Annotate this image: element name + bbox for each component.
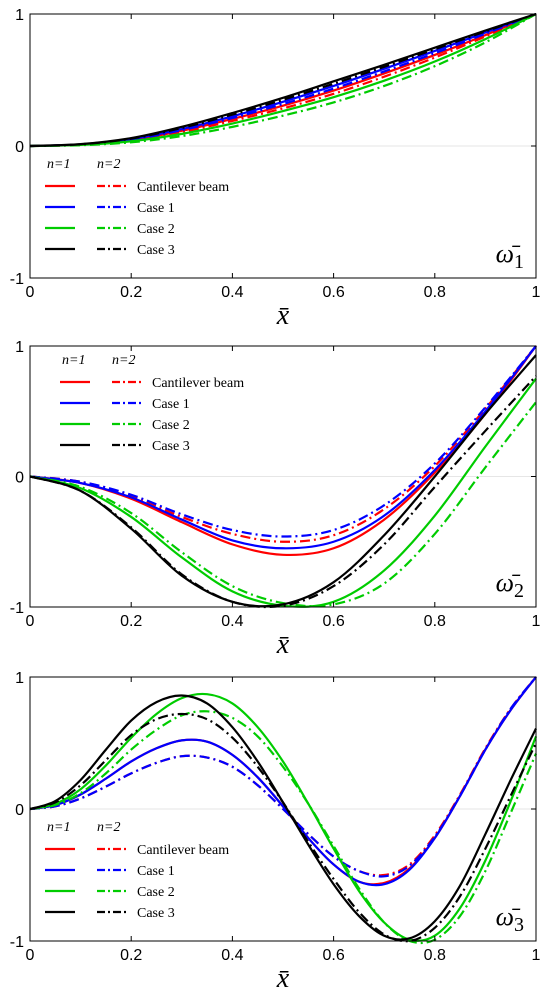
series-line-case-1-n2 [29,676,537,878]
legend-label: Cantilever beam [137,843,229,858]
legend-label: Case 2 [152,418,190,433]
x-tick-label: 0.2 [120,947,142,964]
x-axis-label: x̄ [276,963,290,994]
series-line-cantilever-beam-n1 [29,345,537,557]
legend-header-n2: n=2 [97,820,120,835]
panel-label-sub: 3 [514,914,524,936]
x-tick-label: 0.4 [221,613,243,630]
series-line-cantilever-beam-n2 [29,676,537,877]
y-tick-label: 0 [15,139,24,156]
series-line-cantilever-beam-n2 [29,345,537,543]
legend-label: Case 2 [137,885,175,900]
series-line-case-1-n1 [29,345,537,550]
legend-label: Case 1 [152,397,190,412]
series-group [29,12,537,148]
series-line-case-2-n1 [29,377,537,608]
series-line-cantilever-beam-n2 [29,12,537,148]
series-line-case-2-n2 [29,710,538,945]
legend-label: Case 1 [137,864,175,879]
y-tick-label: 1 [15,7,24,24]
series-line-case-2-n1 [29,692,538,942]
x-tick-label: 1 [532,947,541,964]
legend: n=1 n=2 Cantilever beam Case 1 Case 2 Case 3 [45,157,229,258]
x-tick-label: 0.8 [424,613,446,630]
panel-label: ω̄3 [496,902,524,936]
series-line-case-3-n2 [29,12,537,148]
series-line-cantilever-beam-n1 [29,676,537,886]
y-tick-label: 0 [15,470,24,487]
series-group [29,676,538,945]
x-tick-label: 0.4 [221,284,243,301]
y-tick-label: -1 [10,934,24,951]
series-line-case-1-n1 [29,676,537,887]
y-tick-label: -1 [10,600,24,617]
x-tick-label: 1 [532,284,541,301]
series-line-case-1-n2 [29,12,537,148]
x-tick-label: 0.8 [424,947,446,964]
x-axis-label: x̄ [276,629,290,660]
x-tick-label: 0.2 [120,284,142,301]
y-tick-label: -1 [10,271,24,288]
series-line-cantilever-beam-n1 [29,12,537,148]
legend-label: Cantilever beam [137,180,229,195]
legend-label: Case 3 [152,439,190,454]
panel-label-sub: 2 [514,580,524,602]
x-tick-label: 0.2 [120,613,142,630]
y-tick-label: 0 [15,802,24,819]
legend-header-n2: n=2 [97,157,120,172]
series-group [29,345,537,609]
y-tick-label: 1 [15,339,24,356]
series-line-case-3-n1 [29,12,537,148]
series-line-case-3-n2 [29,712,537,943]
series-line-case-1-n1 [29,12,537,148]
legend-label: Case 3 [137,243,175,258]
x-tick-label: 0.6 [322,284,344,301]
legend-header-n1: n=1 [47,157,70,172]
series-line-case-2-n2 [29,401,537,608]
legend-header-n1: n=1 [62,353,85,368]
x-axis-label: x̄ [276,300,290,331]
legend-label: Case 2 [137,222,175,237]
series-line-case-1-n2 [29,345,537,538]
panel-label-sub: 1 [514,251,524,273]
legend-label: Case 1 [137,201,175,216]
series-line-case-2-n1 [29,13,537,148]
series-line-case-2-n2 [29,13,537,148]
panel-label: ω̄2 [496,568,524,602]
x-tick-label: 0.8 [424,284,446,301]
x-tick-label: 0 [26,947,35,964]
series-line-case-3-n1 [29,694,537,941]
x-tick-label: 0 [26,613,35,630]
legend-header-n2: n=2 [112,353,135,368]
legend-label: Cantilever beam [152,376,244,391]
legend-header-n1: n=1 [47,820,70,835]
x-tick-label: 1 [532,613,541,630]
panel-label: ω̄1 [496,239,524,273]
x-tick-label: 0.6 [322,613,344,630]
x-tick-label: 0.4 [221,947,243,964]
y-tick-label: 1 [15,670,24,687]
x-tick-label: 0.6 [322,947,344,964]
series-line-case-3-n2 [29,375,537,609]
legend-label: Case 3 [137,906,175,921]
legend: n=1 n=2 Cantilever beam Case 1 Case 2 Case 3 [45,820,229,921]
x-tick-label: 0 [26,284,35,301]
legend: n=1 n=2 Cantilever beam Case 1 Case 2 Case 3 [60,353,244,454]
